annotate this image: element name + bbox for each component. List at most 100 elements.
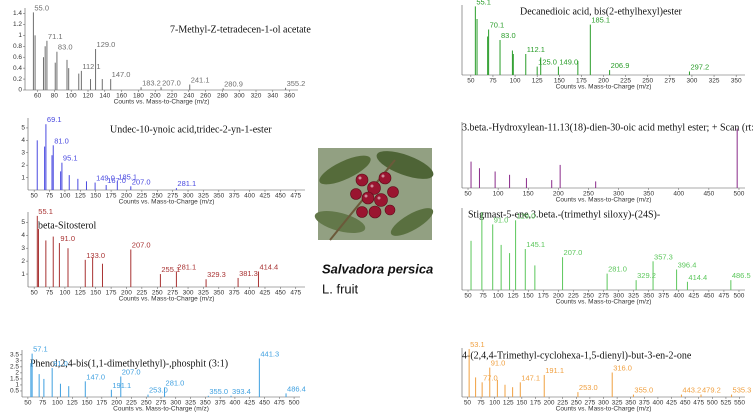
peak-label: 253.0	[579, 383, 598, 392]
x-tick-label: 200	[553, 293, 564, 300]
peak-label: 281.0	[166, 378, 185, 387]
y-tick-label: 0.8	[13, 43, 22, 50]
peak-label: 393.4	[232, 387, 251, 396]
x-tick-label: 400	[230, 400, 241, 407]
peak-label: 57.1	[33, 345, 48, 354]
peak-label: 479.2	[702, 386, 721, 395]
peak-label: 55.1	[38, 207, 53, 216]
peak-label: 207.0	[132, 177, 151, 186]
peak-label: 357.3	[654, 252, 673, 261]
peak-label: 129.0	[517, 211, 536, 220]
peak-label: 91.0	[53, 359, 68, 368]
x-tick-label: 100	[60, 193, 71, 200]
x-tick-label: 250	[642, 78, 653, 85]
x-tick-label: 300	[598, 400, 609, 407]
x-tick-label: 175	[530, 400, 541, 407]
x-tick-label: 175	[576, 78, 587, 85]
y-tick-label: 0.4	[13, 65, 22, 72]
x-tick-label: 325	[198, 193, 209, 200]
peak-label: 167.0	[107, 176, 126, 185]
y-tick-label: 2	[21, 162, 25, 169]
x-axis-label: Counts vs. Mass-to-Charge (m/z)	[113, 406, 209, 412]
x-tick-label: 100	[510, 78, 521, 85]
x-tick-label: 225	[557, 400, 568, 407]
x-tick-label: 150	[523, 293, 534, 300]
x-axis-label: Counts vs. Mass-to-Charge (m/z)	[114, 99, 210, 106]
y-tick-label: 2	[15, 370, 19, 377]
x-tick-label: 150	[554, 78, 565, 85]
x-tick-label: 250	[571, 400, 582, 407]
x-tick-label: 350	[213, 290, 224, 297]
x-tick-label: 425	[260, 290, 271, 297]
x-tick-label: 125	[532, 78, 543, 85]
x-tick-label: 350	[213, 193, 224, 200]
peak-label: 55.0	[34, 3, 49, 12]
x-tick-label: 200	[111, 400, 122, 407]
spectrum-title: Phenol,2,4-bis(1,1-dimethylethyl)-,phosp…	[30, 358, 228, 369]
peak-label: 83.0	[58, 43, 73, 52]
x-tick-label: 180	[133, 93, 144, 100]
x-tick-label: 150	[90, 193, 101, 200]
peak-label: 297.2	[690, 62, 709, 71]
peak-label: 355.2	[287, 79, 306, 88]
peak-label: 191.1	[545, 366, 564, 375]
peak-label: 355.0	[209, 387, 228, 396]
spectrum-title: 7-Methyl-Z-tetradecen-1-ol acetate	[170, 24, 311, 35]
peak-label: 112.1	[82, 62, 100, 71]
x-tick-label: 100	[60, 290, 71, 297]
x-tick-label: 325	[198, 290, 209, 297]
x-tick-label: 250	[583, 293, 594, 300]
x-tick-label: 125	[75, 290, 86, 297]
x-tick-label: 200	[121, 290, 132, 297]
caption-species: Salvadora persica	[322, 261, 433, 276]
x-tick-label: 260	[200, 93, 211, 100]
x-tick-label: 325	[709, 78, 720, 85]
x-tick-label: 300	[183, 193, 194, 200]
x-tick-label: 275	[598, 293, 609, 300]
peak-label: 441.3	[260, 349, 279, 358]
y-tick-label: 0.2	[13, 76, 22, 83]
x-tick-label: 375	[658, 293, 669, 300]
y-tick-label: 0.6	[13, 54, 22, 61]
x-tick-label: 475	[718, 293, 729, 300]
x-axis-label: Counts vs. Mass-to-Charge (m/z)	[556, 84, 652, 91]
x-tick-label: 160	[116, 93, 127, 100]
x-tick-label: 400	[244, 290, 255, 297]
y-tick-label: 3	[15, 358, 19, 365]
peak-label: 91.0	[491, 359, 506, 368]
peak-label: 486.4	[287, 384, 306, 393]
peak-label: 207.0	[564, 248, 583, 257]
x-tick-label: 450	[680, 400, 691, 407]
peak-label: 535.3	[733, 386, 752, 395]
x-tick-label: 225	[136, 193, 147, 200]
peak-label: 255.1	[161, 265, 180, 274]
x-tick-label: 475	[693, 400, 704, 407]
peak-label: 71.1	[48, 32, 63, 41]
x-tick-label: 500	[734, 293, 745, 300]
x-tick-label: 200	[150, 93, 161, 100]
y-tick-label: 2.5	[10, 364, 19, 371]
x-tick-label: 50	[24, 400, 32, 407]
x-axis-label: Counts vs. Mass-to-Charge (m/z)	[556, 406, 652, 412]
y-tick-label: 3	[21, 245, 25, 252]
x-tick-label: 100	[66, 93, 77, 100]
x-tick-label: 360	[284, 93, 295, 100]
x-tick-label: 150	[516, 400, 527, 407]
peak-label: 95.1	[63, 154, 78, 163]
x-tick-label: 200	[544, 400, 555, 407]
x-tick-label: 75	[46, 193, 54, 200]
x-tick-label: 400	[673, 293, 684, 300]
peak-label: 280.9	[224, 79, 243, 88]
x-tick-label: 475	[290, 193, 301, 200]
x-tick-label: 275	[167, 290, 178, 297]
x-tick-label: 150	[82, 400, 93, 407]
x-tick-label: 50	[464, 191, 472, 198]
peak-label: 281.1	[177, 179, 196, 188]
x-tick-label: 300	[234, 93, 245, 100]
x-tick-label: 250	[141, 400, 152, 407]
x-tick-label: 240	[183, 93, 194, 100]
x-tick-label: 400	[673, 191, 684, 198]
x-tick-label: 100	[52, 400, 63, 407]
peak-label: 185.1	[591, 16, 610, 25]
peak-label: 329.3	[207, 270, 226, 279]
